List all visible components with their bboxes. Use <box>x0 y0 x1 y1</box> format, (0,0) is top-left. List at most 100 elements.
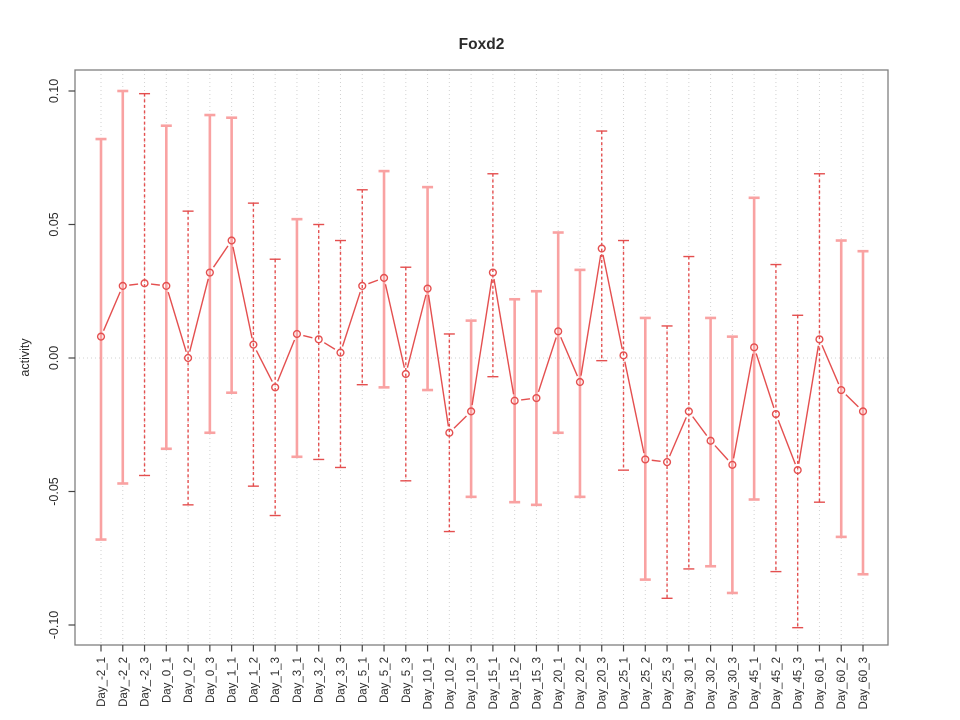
x-tick-label: Day_30_1 <box>684 657 696 709</box>
data-point <box>336 348 345 357</box>
data-point <box>662 458 672 467</box>
x-tick-label: Day_10_2 <box>444 657 456 709</box>
y-tick-label: -0.10 <box>47 611 61 640</box>
data-point <box>793 466 802 475</box>
data-point <box>597 244 606 253</box>
data-point <box>684 407 693 416</box>
error-bar <box>313 223 325 461</box>
x-tick-label: Day_1_3 <box>270 657 282 703</box>
data-point <box>837 385 846 395</box>
error-bar <box>552 231 564 435</box>
series-segment <box>755 353 775 409</box>
x-tick-label: Day_15_3 <box>531 657 543 709</box>
x-tick-label: Day_10_3 <box>466 657 478 709</box>
error-bar <box>705 316 717 568</box>
error-bar <box>182 210 194 506</box>
error-bar <box>661 325 673 599</box>
series-segment <box>303 334 313 339</box>
series-segment <box>427 294 450 427</box>
series-segment <box>692 416 708 436</box>
data-point <box>271 383 280 392</box>
series-segment <box>560 336 579 377</box>
error-bar <box>813 173 825 503</box>
series-segment <box>602 254 623 350</box>
x-tick-label: Day_20_1 <box>553 657 565 709</box>
error-bar <box>509 297 521 504</box>
error-bar <box>465 319 477 499</box>
x-tick-label: Day_15_2 <box>510 657 522 709</box>
x-tick-label: Day_60_3 <box>858 657 870 709</box>
x-tick-label: Day_-2_2 <box>118 657 130 707</box>
x-tick-label: Day_10_1 <box>423 657 435 709</box>
x-tick-label: Day_30_3 <box>727 657 739 709</box>
data-point <box>358 281 367 291</box>
series-segment <box>732 353 754 459</box>
x-tick-label: Day_3_1 <box>292 657 304 703</box>
data-point <box>292 329 302 339</box>
error-bar <box>683 255 695 570</box>
series-segment <box>537 337 557 393</box>
error-bar <box>443 333 455 533</box>
error-bar <box>269 258 281 517</box>
x-tick-label: Day_60_2 <box>836 657 848 709</box>
series-segment <box>255 350 273 382</box>
error-bar <box>160 124 172 451</box>
error-bar <box>618 239 630 471</box>
data-point <box>554 327 563 336</box>
chart-title: Foxd2 <box>459 36 505 53</box>
error-bar <box>226 116 238 395</box>
data-point <box>510 396 519 405</box>
x-tick-label: Day_20_2 <box>575 657 587 709</box>
series-segment <box>453 415 467 429</box>
error-bar <box>574 268 586 499</box>
series-segment <box>212 245 229 268</box>
data-point <box>162 281 171 291</box>
data-point <box>532 393 541 403</box>
data-point <box>183 353 193 363</box>
series-segment <box>167 291 187 352</box>
plot-border <box>74 69 889 646</box>
data-point <box>205 268 214 277</box>
series-segment <box>821 345 840 385</box>
x-tick-label: Day_60_1 <box>814 657 826 709</box>
series-segment <box>276 339 296 382</box>
x-tick-label: Day_45_2 <box>771 657 783 709</box>
x-tick-label: Day_5_3 <box>401 657 413 703</box>
y-tick-label: 0.00 <box>47 346 61 370</box>
x-tick-label: Day_3_2 <box>314 657 326 703</box>
data-point <box>467 407 476 416</box>
data-point <box>314 335 323 344</box>
series-segment <box>493 278 515 395</box>
series-segment <box>521 398 531 401</box>
y-tick-label: 0.05 <box>47 212 61 236</box>
y-axis-label: activity <box>18 338 32 377</box>
error-bar <box>204 113 216 435</box>
series-segment <box>406 294 427 368</box>
data-point <box>227 236 236 245</box>
data-point <box>423 284 432 293</box>
data-point <box>488 268 497 277</box>
series-segment <box>714 445 729 461</box>
error-bar <box>530 289 542 507</box>
series-segment <box>129 283 139 286</box>
error-bar <box>139 92 151 477</box>
data-point <box>379 273 389 283</box>
x-tick-label: Day_45_1 <box>749 657 761 709</box>
series-segment <box>384 284 406 368</box>
y-tick-label: 0.10 <box>47 79 61 103</box>
data-point <box>96 332 106 341</box>
series-segment <box>102 291 121 331</box>
x-tick-label: Day_3_3 <box>335 657 347 703</box>
data-point <box>619 351 628 360</box>
x-tick-label: Day_25_1 <box>619 657 631 709</box>
data-point <box>140 279 149 288</box>
x-tick-label: Day_0_3 <box>205 657 217 703</box>
data-point <box>750 343 759 352</box>
series-segment <box>341 291 361 347</box>
error-bar <box>378 169 390 389</box>
x-tick-label: Day_45_3 <box>793 657 805 709</box>
data-point <box>118 281 127 291</box>
series-segment <box>668 417 687 457</box>
